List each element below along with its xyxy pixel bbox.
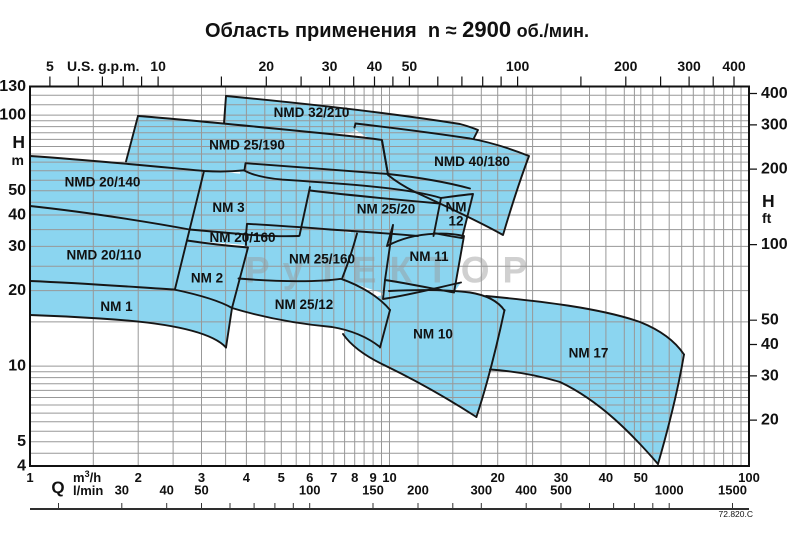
svg-text:NMD 40/180: NMD 40/180 [434,154,510,169]
svg-text:5: 5 [17,433,26,450]
svg-text:20: 20 [490,470,504,485]
svg-text:30: 30 [115,483,129,498]
svg-text:50: 50 [194,483,208,498]
svg-text:50: 50 [634,470,648,485]
svg-text:100: 100 [0,107,26,124]
svg-text:400: 400 [722,58,746,74]
svg-text:72.820.C: 72.820.C [719,509,754,519]
svg-text:50: 50 [402,58,418,74]
svg-text:U.S. g.p.m.: U.S. g.p.m. [67,58,139,74]
svg-text:m3/h: m3/h [73,469,101,485]
svg-text:50: 50 [8,182,26,199]
svg-text:300: 300 [677,58,701,74]
svg-text:40: 40 [159,483,173,498]
svg-text:NM 3: NM 3 [212,200,245,215]
svg-text:1000: 1000 [655,483,684,498]
svg-text:1: 1 [26,470,33,485]
svg-text:100: 100 [738,470,760,485]
svg-text:400: 400 [515,483,537,498]
svg-text:300: 300 [470,483,492,498]
svg-text:40: 40 [367,58,383,74]
svg-text:NM 11: NM 11 [409,249,449,264]
svg-text:500: 500 [550,483,572,498]
svg-text:150: 150 [362,483,384,498]
svg-text:5: 5 [278,470,285,485]
svg-text:50: 50 [761,312,779,329]
svg-text:20: 20 [259,58,275,74]
svg-text:100: 100 [299,483,321,498]
svg-text:100: 100 [506,58,530,74]
svg-text:l/min: l/min [73,483,103,498]
svg-text:7: 7 [330,470,337,485]
svg-text:NM 1: NM 1 [100,299,133,314]
svg-text:200: 200 [407,483,429,498]
svg-text:30: 30 [761,367,779,384]
svg-text:NM 17: NM 17 [569,345,609,360]
svg-text:200: 200 [614,58,638,74]
svg-text:20: 20 [8,282,26,299]
svg-text:1500: 1500 [718,483,747,498]
svg-text:8: 8 [351,470,358,485]
svg-text:10: 10 [150,58,166,74]
svg-text:20: 20 [761,412,779,429]
svg-text:NM: NM [446,200,467,215]
svg-text:NM 25/20: NM 25/20 [357,201,416,216]
svg-text:NM 20/160: NM 20/160 [209,230,275,245]
svg-text:NM 25/12: NM 25/12 [275,297,334,312]
svg-text:9: 9 [369,470,376,485]
svg-text:H: H [12,132,25,152]
svg-text:5: 5 [46,58,54,74]
svg-text:NMD 32/210: NMD 32/210 [274,105,350,120]
svg-text:30: 30 [554,470,568,485]
svg-text:ft: ft [762,210,772,226]
svg-text:100: 100 [761,236,788,253]
svg-text:NMD 20/110: NMD 20/110 [66,247,141,262]
svg-text:300: 300 [761,116,788,133]
svg-text:40: 40 [599,470,613,485]
svg-text:30: 30 [8,238,26,255]
svg-text:200: 200 [761,161,788,178]
svg-text:H: H [762,191,775,211]
svg-text:Q: Q [51,478,64,497]
svg-text:10: 10 [8,358,26,375]
svg-text:30: 30 [322,58,338,74]
svg-text:NM 2: NM 2 [191,270,223,285]
svg-text:2: 2 [135,470,142,485]
svg-text:400: 400 [761,85,788,102]
svg-text:NM 10: NM 10 [413,326,453,341]
svg-text:3: 3 [198,470,205,485]
svg-text:10: 10 [382,470,396,485]
svg-text:130: 130 [0,78,26,95]
svg-text:4: 4 [243,470,251,485]
svg-text:40: 40 [8,207,26,224]
svg-text:40: 40 [761,336,779,353]
svg-text:6: 6 [306,470,313,485]
svg-text:4: 4 [17,458,26,475]
svg-text:NM 25/160: NM 25/160 [289,251,355,266]
svg-text:NMD 20/140: NMD 20/140 [65,174,141,189]
svg-text:NMD 25/190: NMD 25/190 [209,137,285,152]
svg-text:m: m [12,152,24,168]
svg-text:12: 12 [448,214,463,229]
